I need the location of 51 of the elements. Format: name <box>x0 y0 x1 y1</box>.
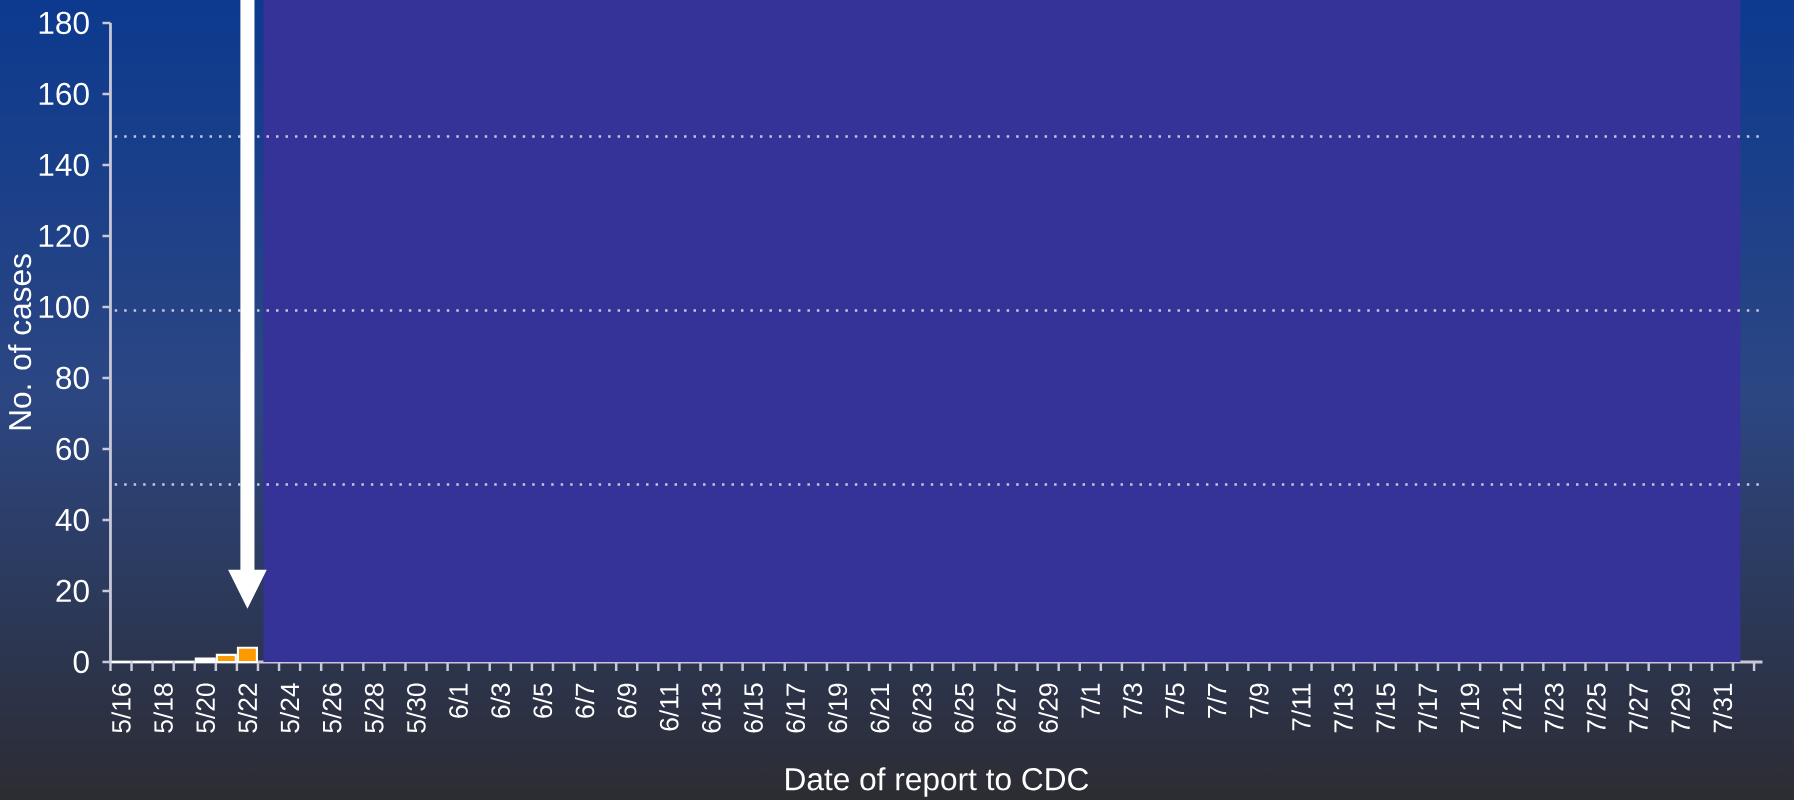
y-axis-title: No. of cases <box>8 254 32 430</box>
x-tick-label: 6/5 <box>532 683 553 718</box>
y-tick-label: 140 <box>39 153 89 177</box>
x-tick-label: 6/21 <box>869 683 890 733</box>
y-tick-label: 40 <box>55 508 89 532</box>
x-tick-label: 7/19 <box>1459 683 1480 733</box>
y-tick-label: 80 <box>56 366 89 390</box>
x-tick-label: 5/20 <box>195 683 215 733</box>
x-tick-label: 6/1 <box>448 683 468 718</box>
x-tick-label: 6/7 <box>574 683 595 718</box>
x-axis-title: Date of report to CDC <box>786 767 1089 797</box>
y-tick-label: 0 <box>73 650 89 674</box>
x-tick-label: 5/24 <box>279 683 300 733</box>
x-tick-label: 7/15 <box>1375 683 1395 733</box>
x-tick-label: 7/17 <box>1417 683 1438 733</box>
x-tick-label: 5/28 <box>364 683 384 733</box>
x-tick-label: 5/18 <box>153 683 173 733</box>
x-tick-label: 7/23 <box>1544 683 1564 733</box>
y-tick-label: 180 <box>39 11 89 35</box>
x-tick-label: 6/15 <box>743 683 763 733</box>
y-tick-label: 160 <box>39 82 89 106</box>
x-tick-label: 5/16 <box>111 683 131 733</box>
x-tick-label: 7/25 <box>1586 683 1606 733</box>
x-tick-label: 6/3 <box>490 683 510 718</box>
x-tick-label: 7/27 <box>1628 683 1648 733</box>
x-tick-label: 7/21 <box>1502 683 1522 733</box>
x-tick-label: 6/27 <box>996 683 1016 733</box>
x-tick-label: 7/29 <box>1670 683 1691 733</box>
y-tick-label: 100 <box>39 295 89 319</box>
x-tick-label: 6/9 <box>617 683 637 718</box>
x-tick-label: 6/23 <box>912 683 932 733</box>
x-tick-label: 7/13 <box>1333 683 1353 733</box>
x-tick-label: 7/11 <box>1291 683 1311 731</box>
x-tick-label: 6/19 <box>827 683 848 733</box>
x-tick-label: 7/31 <box>1712 683 1733 733</box>
y-tick-label: 20 <box>56 579 89 603</box>
x-tick-label: 6/13 <box>701 683 721 733</box>
x-tick-label: 5/30 <box>406 683 426 733</box>
x-tick-label: 7/1 <box>1080 683 1100 718</box>
x-tick-label: 6/11 <box>659 683 679 731</box>
x-tick-label: 5/26 <box>322 683 342 733</box>
y-tick-label: 60 <box>56 437 89 461</box>
x-tick-label: 7/7 <box>1207 683 1227 718</box>
x-tick-label: 6/29 <box>1038 683 1058 733</box>
x-tick-label: 7/3 <box>1122 683 1143 718</box>
x-tick-label: 5/22 <box>237 683 258 733</box>
y-tick-label: 120 <box>39 224 89 248</box>
x-tick-label: 7/9 <box>1249 683 1269 718</box>
x-tick-label: 6/17 <box>785 683 805 733</box>
x-tick-label: 6/25 <box>954 683 974 733</box>
x-tick-label: 7/5 <box>1164 683 1185 718</box>
